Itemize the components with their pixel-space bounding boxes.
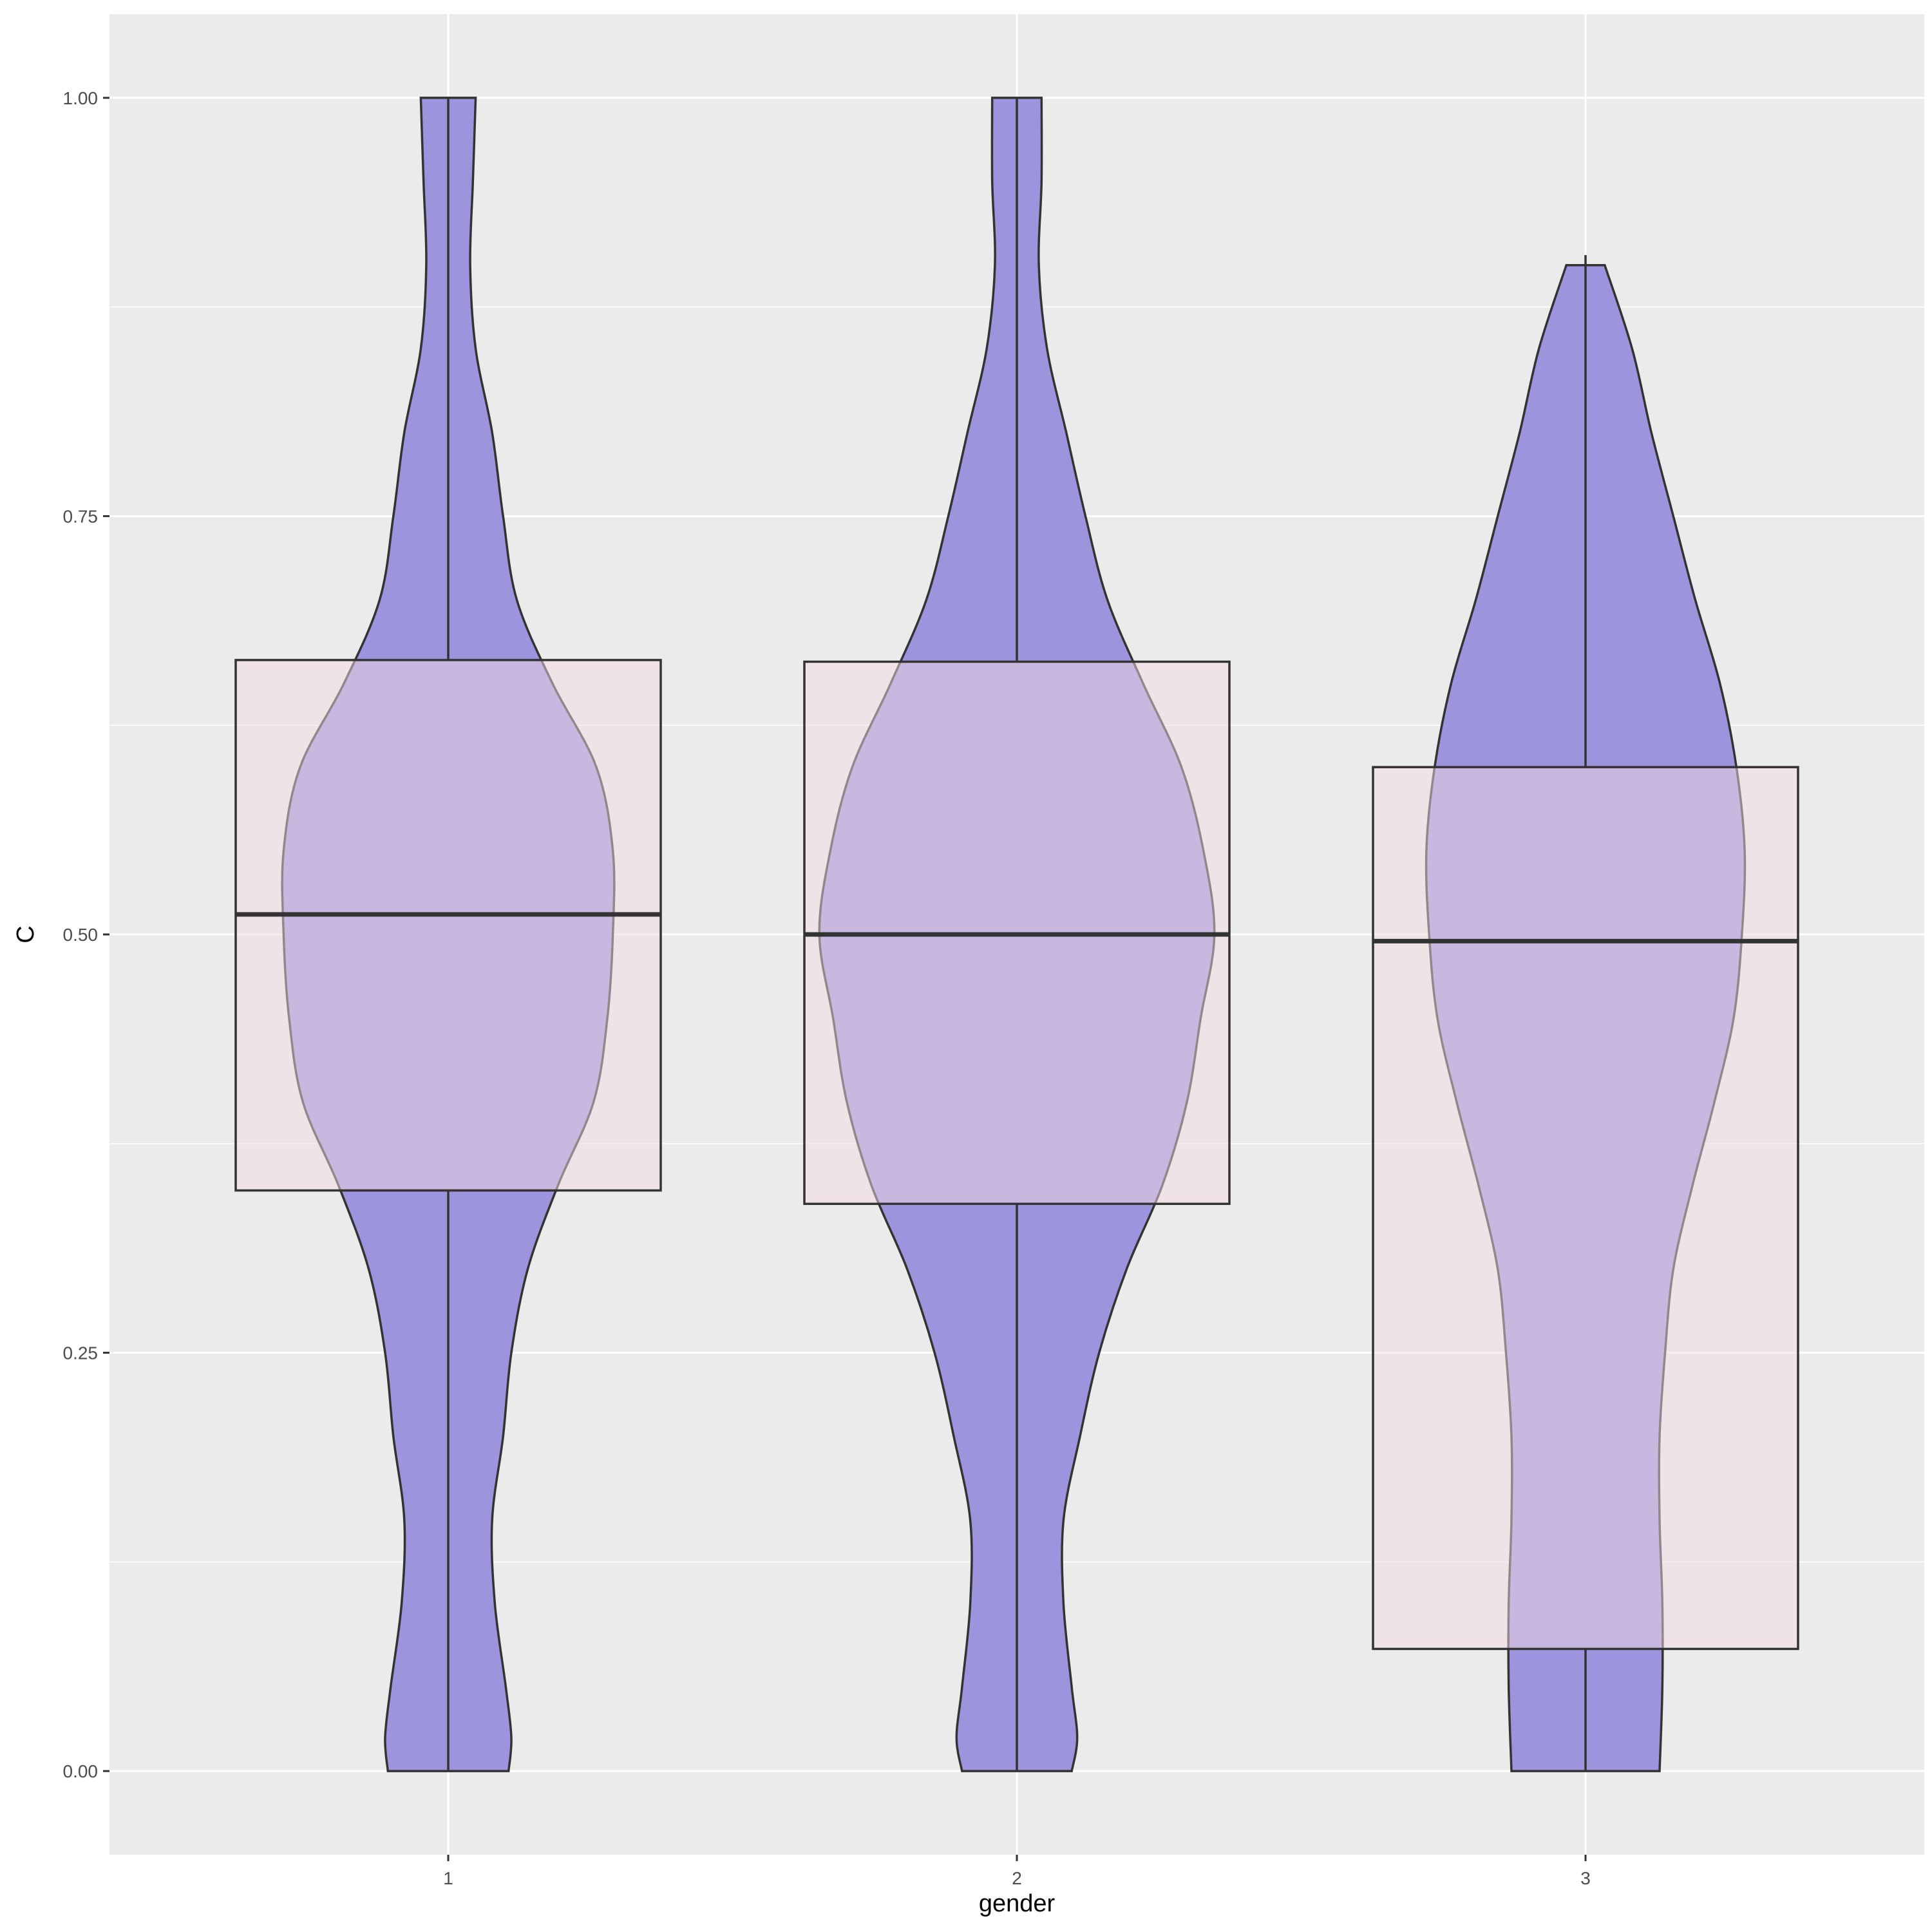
y-tick-label: 0.25 [63,1343,99,1363]
y-tick-label: 0.00 [63,1761,99,1781]
box-3 [1372,766,1799,1651]
y-tick-label: 0.50 [63,925,99,945]
axes: 0.00 0.25 0.50 0.75 1.00 1 2 3 [63,88,1591,1888]
y-axis-title: C [12,925,39,943]
x-tick-label: 2 [1012,1868,1022,1888]
x-tick-label: 3 [1580,1868,1591,1888]
y-tick-label: 0.75 [63,506,99,526]
chart-marks [234,97,1799,1772]
y-tick-label: 1.00 [63,88,99,108]
box-1 [234,659,662,1192]
x-tick-label: 1 [443,1868,453,1888]
x-axis-title: gender [979,1890,1056,1917]
